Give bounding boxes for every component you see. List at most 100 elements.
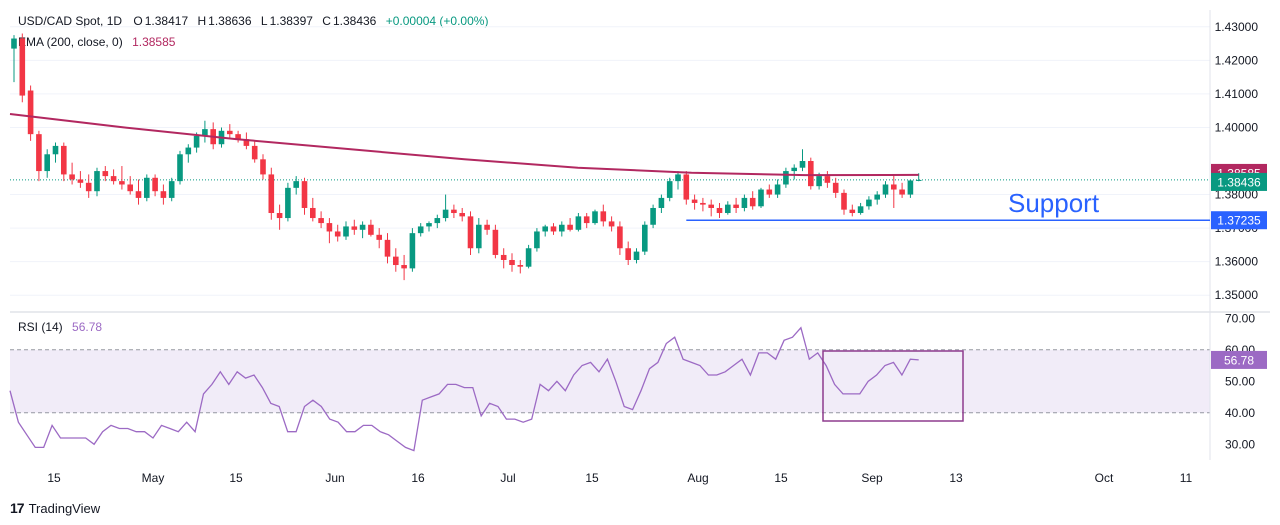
candle-body	[633, 251, 640, 260]
candle-body	[251, 145, 258, 160]
candle-body	[642, 224, 648, 252]
candle-body	[351, 226, 358, 230]
candle-body	[401, 265, 407, 269]
candle-body	[451, 209, 457, 214]
brand-logo[interactable]: 17 TradingView	[10, 500, 100, 516]
date-axis-tick: Jun	[325, 471, 344, 485]
candle-body	[343, 226, 349, 237]
last-price-badge: 1.38436	[1211, 172, 1267, 191]
candle-body	[285, 187, 291, 219]
candle-body	[368, 224, 374, 235]
low-value: 1.38397	[269, 14, 313, 28]
candle-body	[733, 204, 739, 208]
candle-body	[774, 184, 781, 195]
candle-body	[376, 234, 382, 240]
candle-body	[766, 189, 773, 195]
candle-body	[36, 134, 42, 172]
rsi-label: RSI (14)	[18, 320, 63, 334]
candle-body	[268, 174, 275, 214]
candle-body	[11, 38, 17, 49]
high-label: H	[197, 14, 207, 28]
candle-body	[293, 181, 299, 188]
brand-name: TradingView	[28, 500, 101, 516]
candle-body	[484, 224, 490, 230]
candle-body	[675, 174, 681, 182]
candle-body	[459, 213, 465, 217]
candle-body	[334, 231, 341, 237]
rsi-highlight-box[interactable]	[822, 350, 964, 422]
close-value: 1.38436	[332, 14, 377, 28]
price-axis-tick: 1.43000	[1215, 20, 1259, 34]
candle-body	[708, 204, 714, 208]
candle-body	[783, 171, 789, 185]
date-axis-tick: 15	[47, 471, 61, 485]
candle-body	[310, 207, 316, 219]
candle-body	[19, 38, 26, 96]
candle-body	[227, 130, 233, 135]
open-value: 1.38417	[144, 14, 189, 28]
candle-body	[658, 197, 665, 208]
date-axis-tick: Oct	[1095, 471, 1114, 485]
candle-body	[193, 135, 200, 148]
date-axis-tick: 15	[585, 471, 599, 485]
candle-body	[791, 167, 797, 172]
candle-body	[85, 182, 92, 192]
support-annotation[interactable]: Support	[1008, 188, 1100, 218]
candle-body	[110, 176, 117, 182]
candle-body	[841, 192, 847, 210]
candle-body	[849, 209, 856, 214]
candle-body	[393, 256, 399, 266]
candle-body	[824, 176, 831, 183]
rsi-band	[10, 349, 1210, 413]
rsi-value-badge: 56.78	[1211, 350, 1267, 369]
candle-body	[409, 233, 416, 269]
rsi-value-badge-text: 56.78	[1224, 353, 1254, 367]
date-axis-tick: 11	[1180, 471, 1193, 485]
candle-body	[69, 174, 75, 180]
candle-body	[276, 213, 283, 219]
price-legend: USD/CAD Spot, 1D O 1.38417 H 1.38636 L 1.38…	[18, 14, 490, 28]
rsi-legend: RSI (14) 56.78	[18, 320, 104, 334]
candle-body	[202, 129, 208, 136]
candle-body	[77, 179, 84, 183]
candle-body	[102, 171, 109, 177]
candle-body	[185, 147, 192, 155]
candle-body	[517, 265, 524, 267]
date-axis-tick: 15	[229, 471, 243, 485]
candle-body	[808, 161, 814, 187]
candle-body	[650, 207, 656, 225]
price-axis-tick: 1.35000	[1215, 288, 1259, 302]
ema-value: 1.38585	[132, 35, 176, 49]
candle-body	[260, 159, 266, 175]
date-axis-tick: Sep	[861, 471, 883, 485]
candle-body	[915, 179, 922, 181]
candle-body	[592, 211, 598, 224]
candle-body	[467, 216, 474, 249]
candle-body	[177, 154, 183, 182]
price-axis-tick: 1.40000	[1215, 120, 1259, 134]
candle-body	[359, 224, 366, 230]
candle-body	[442, 209, 449, 219]
candle-body	[144, 177, 150, 198]
candle-body	[168, 181, 175, 198]
candle-body	[608, 221, 615, 227]
candle-body	[492, 229, 499, 255]
open-label: O	[133, 14, 143, 28]
candle-body	[559, 224, 565, 232]
candle-body	[567, 224, 573, 230]
candle-body	[874, 194, 880, 200]
candle-body	[749, 197, 756, 207]
date-axis-tick: 15	[774, 471, 788, 485]
ema-label: EMA (200, close, 0)	[18, 35, 123, 49]
candle-body	[500, 254, 507, 260]
price-axis-tick: 1.36000	[1215, 255, 1259, 269]
rsi-line	[9, 326, 919, 452]
candle-body	[575, 216, 582, 230]
last-price-badge-bg	[1211, 172, 1267, 191]
candle-body	[417, 226, 424, 234]
candle-body	[583, 216, 590, 224]
date-axis-tick: 13	[949, 471, 963, 485]
ema-legend: EMA (200, close, 0) 1.38585	[18, 35, 177, 49]
rsi-axis-tick: 40.00	[1225, 406, 1255, 420]
